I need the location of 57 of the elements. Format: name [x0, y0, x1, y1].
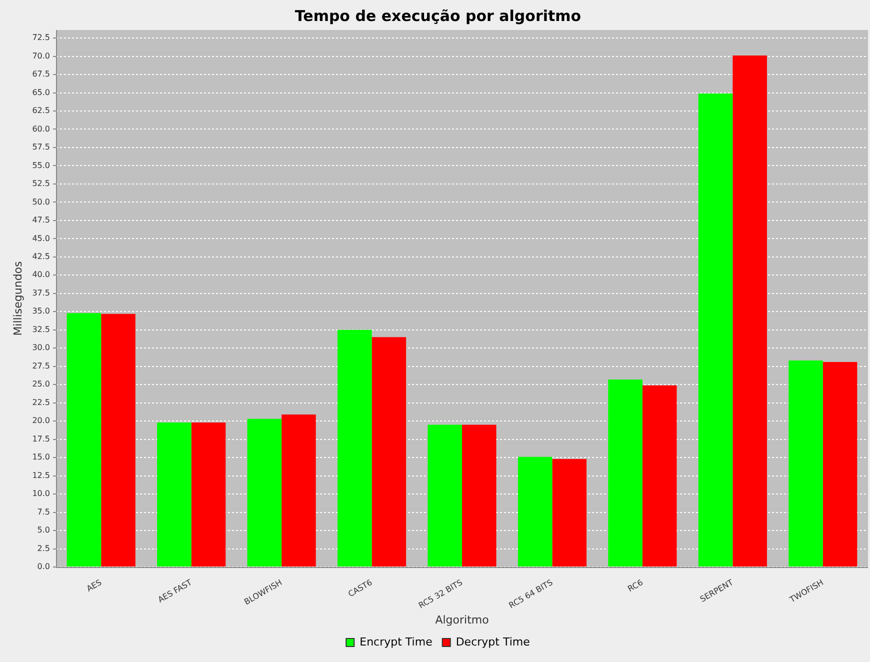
y-tick-label: 40.0 [32, 270, 50, 280]
bar [282, 414, 316, 567]
y-tick-label: 20.0 [32, 416, 50, 426]
y-tick-label: 57.5 [32, 142, 50, 152]
bar [698, 93, 733, 567]
y-tick-label: 47.5 [32, 216, 50, 225]
bar [428, 424, 462, 567]
y-tick-label: 32.5 [32, 324, 50, 334]
chart-title: Tempo de execução por algoritmo [294, 6, 582, 25]
y-tick-label: 70.0 [32, 51, 50, 60]
y-tick-label: 60.0 [32, 124, 50, 134]
bar [247, 418, 282, 567]
bar [101, 314, 136, 567]
y-tick-label: 12.5 [32, 470, 50, 480]
x-tick-label: AES [85, 578, 104, 594]
y-tick-label: 7.5 [37, 507, 50, 516]
y-tick-label: 35.0 [32, 306, 50, 316]
x-tick-label: RC5 32 BITS [417, 578, 464, 610]
y-tick-label: 15.0 [32, 452, 50, 462]
bar [822, 362, 858, 567]
y-tick-label: 0.0 [37, 562, 50, 572]
bar [642, 385, 677, 567]
y-tick-label: 2.5 [37, 544, 50, 553]
y-tick-label: 52.5 [32, 179, 50, 188]
y-tick-label: 30.0 [32, 343, 50, 352]
y-tick-label: 72.5 [32, 33, 50, 42]
y-tick-label: 55.0 [32, 160, 50, 170]
y-tick-label: 22.5 [32, 398, 50, 407]
bar [338, 330, 372, 567]
y-tick-label: 10.0 [32, 489, 50, 498]
legend-label: Decrypt Time [456, 635, 530, 648]
legend-label: Encrypt Time [360, 635, 433, 648]
y-tick-label: 65.0 [32, 88, 50, 97]
bar [157, 422, 192, 567]
y-tick-label: 25.0 [32, 380, 50, 389]
bar [66, 313, 102, 567]
y-tick-label: 17.5 [32, 434, 50, 444]
y-tick-label: 5.0 [37, 526, 50, 535]
y-tick-label: 67.5 [32, 70, 50, 79]
bar [191, 422, 226, 567]
bar [608, 380, 642, 567]
x-tick-label: RC5 64 BITS [507, 578, 554, 610]
bar [788, 360, 823, 567]
y-tick-label: 45.0 [32, 234, 50, 243]
y-tick-label: 42.5 [32, 252, 50, 261]
y-tick-label: 27.5 [32, 361, 50, 370]
bar [372, 337, 406, 567]
bar [518, 456, 552, 567]
bar [732, 56, 767, 567]
y-axis-title: Millisegundos [11, 260, 24, 336]
y-tick-label: 50.0 [32, 197, 50, 206]
x-tick-label: RC6 [626, 578, 644, 594]
bar [462, 424, 496, 567]
y-tick-label: 37.5 [32, 288, 50, 298]
x-axis-title: Algoritmo [435, 613, 490, 626]
bar [552, 459, 587, 567]
y-tick-label: 62.5 [32, 106, 50, 116]
